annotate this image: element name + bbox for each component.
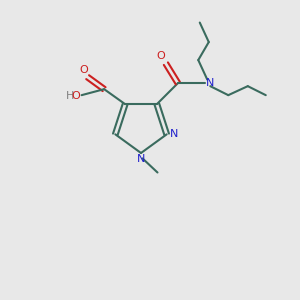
Text: N: N [206, 78, 215, 88]
Text: N: N [170, 129, 179, 139]
Text: N: N [137, 154, 145, 164]
Text: O: O [156, 51, 165, 61]
Text: O: O [80, 65, 88, 75]
Text: O: O [71, 91, 80, 101]
Text: H: H [66, 91, 74, 101]
